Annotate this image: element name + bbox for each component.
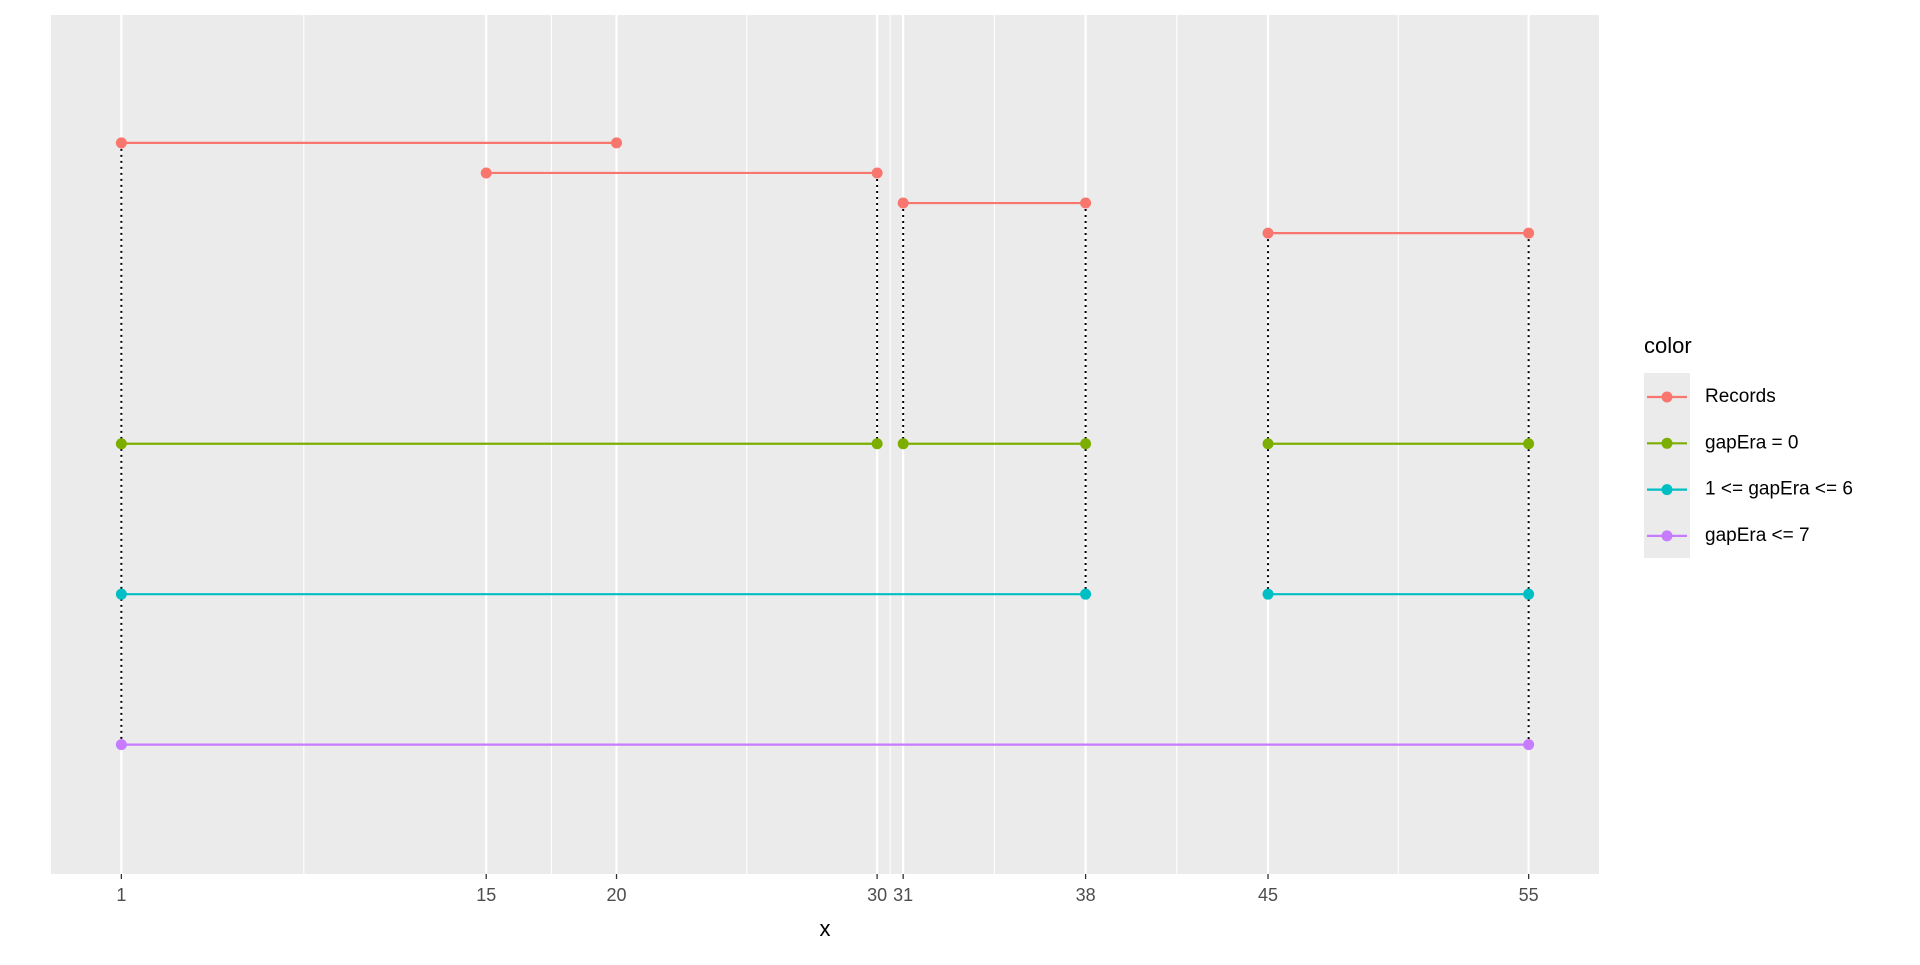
point (115, 137, 127, 149)
point (897, 197, 909, 209)
legend-label: gapEra <= 7 (1705, 525, 1810, 546)
point (871, 438, 883, 450)
point (480, 167, 492, 179)
x-tick-label: 31 (893, 885, 913, 905)
point (1080, 588, 1092, 600)
legend-key-background (1644, 373, 1690, 558)
x-tick-label: 38 (1076, 885, 1096, 905)
point (1262, 588, 1274, 600)
x-tick-label: 55 (1519, 885, 1539, 905)
legend-title: color (1644, 333, 1692, 358)
point (1523, 227, 1535, 239)
legend-label: gapEra = 0 (1705, 432, 1799, 453)
x-tick-label: 45 (1258, 885, 1278, 905)
point (115, 739, 127, 751)
point (1262, 227, 1274, 239)
x-tick-label: 30 (867, 885, 887, 905)
point (1080, 438, 1092, 450)
legend-key-point (1661, 484, 1673, 496)
point (1262, 438, 1274, 450)
point (611, 137, 623, 149)
legend-key-point (1661, 437, 1673, 449)
legend-key-point (1661, 530, 1673, 542)
point (871, 167, 883, 179)
x-tick-label: 20 (606, 885, 626, 905)
x-tick-label: 15 (476, 885, 496, 905)
legend-label: 1 <= gapEra <= 6 (1705, 479, 1853, 500)
point (1523, 739, 1535, 751)
point (115, 588, 127, 600)
legend-key-point (1661, 391, 1673, 403)
x-tick-label: 1 (116, 885, 126, 905)
point (115, 438, 127, 450)
point (897, 438, 909, 450)
point (1080, 197, 1092, 209)
x-axis-title: x (820, 916, 831, 941)
legend-label: Records (1705, 386, 1776, 407)
point (1523, 588, 1535, 600)
point (1523, 438, 1535, 450)
